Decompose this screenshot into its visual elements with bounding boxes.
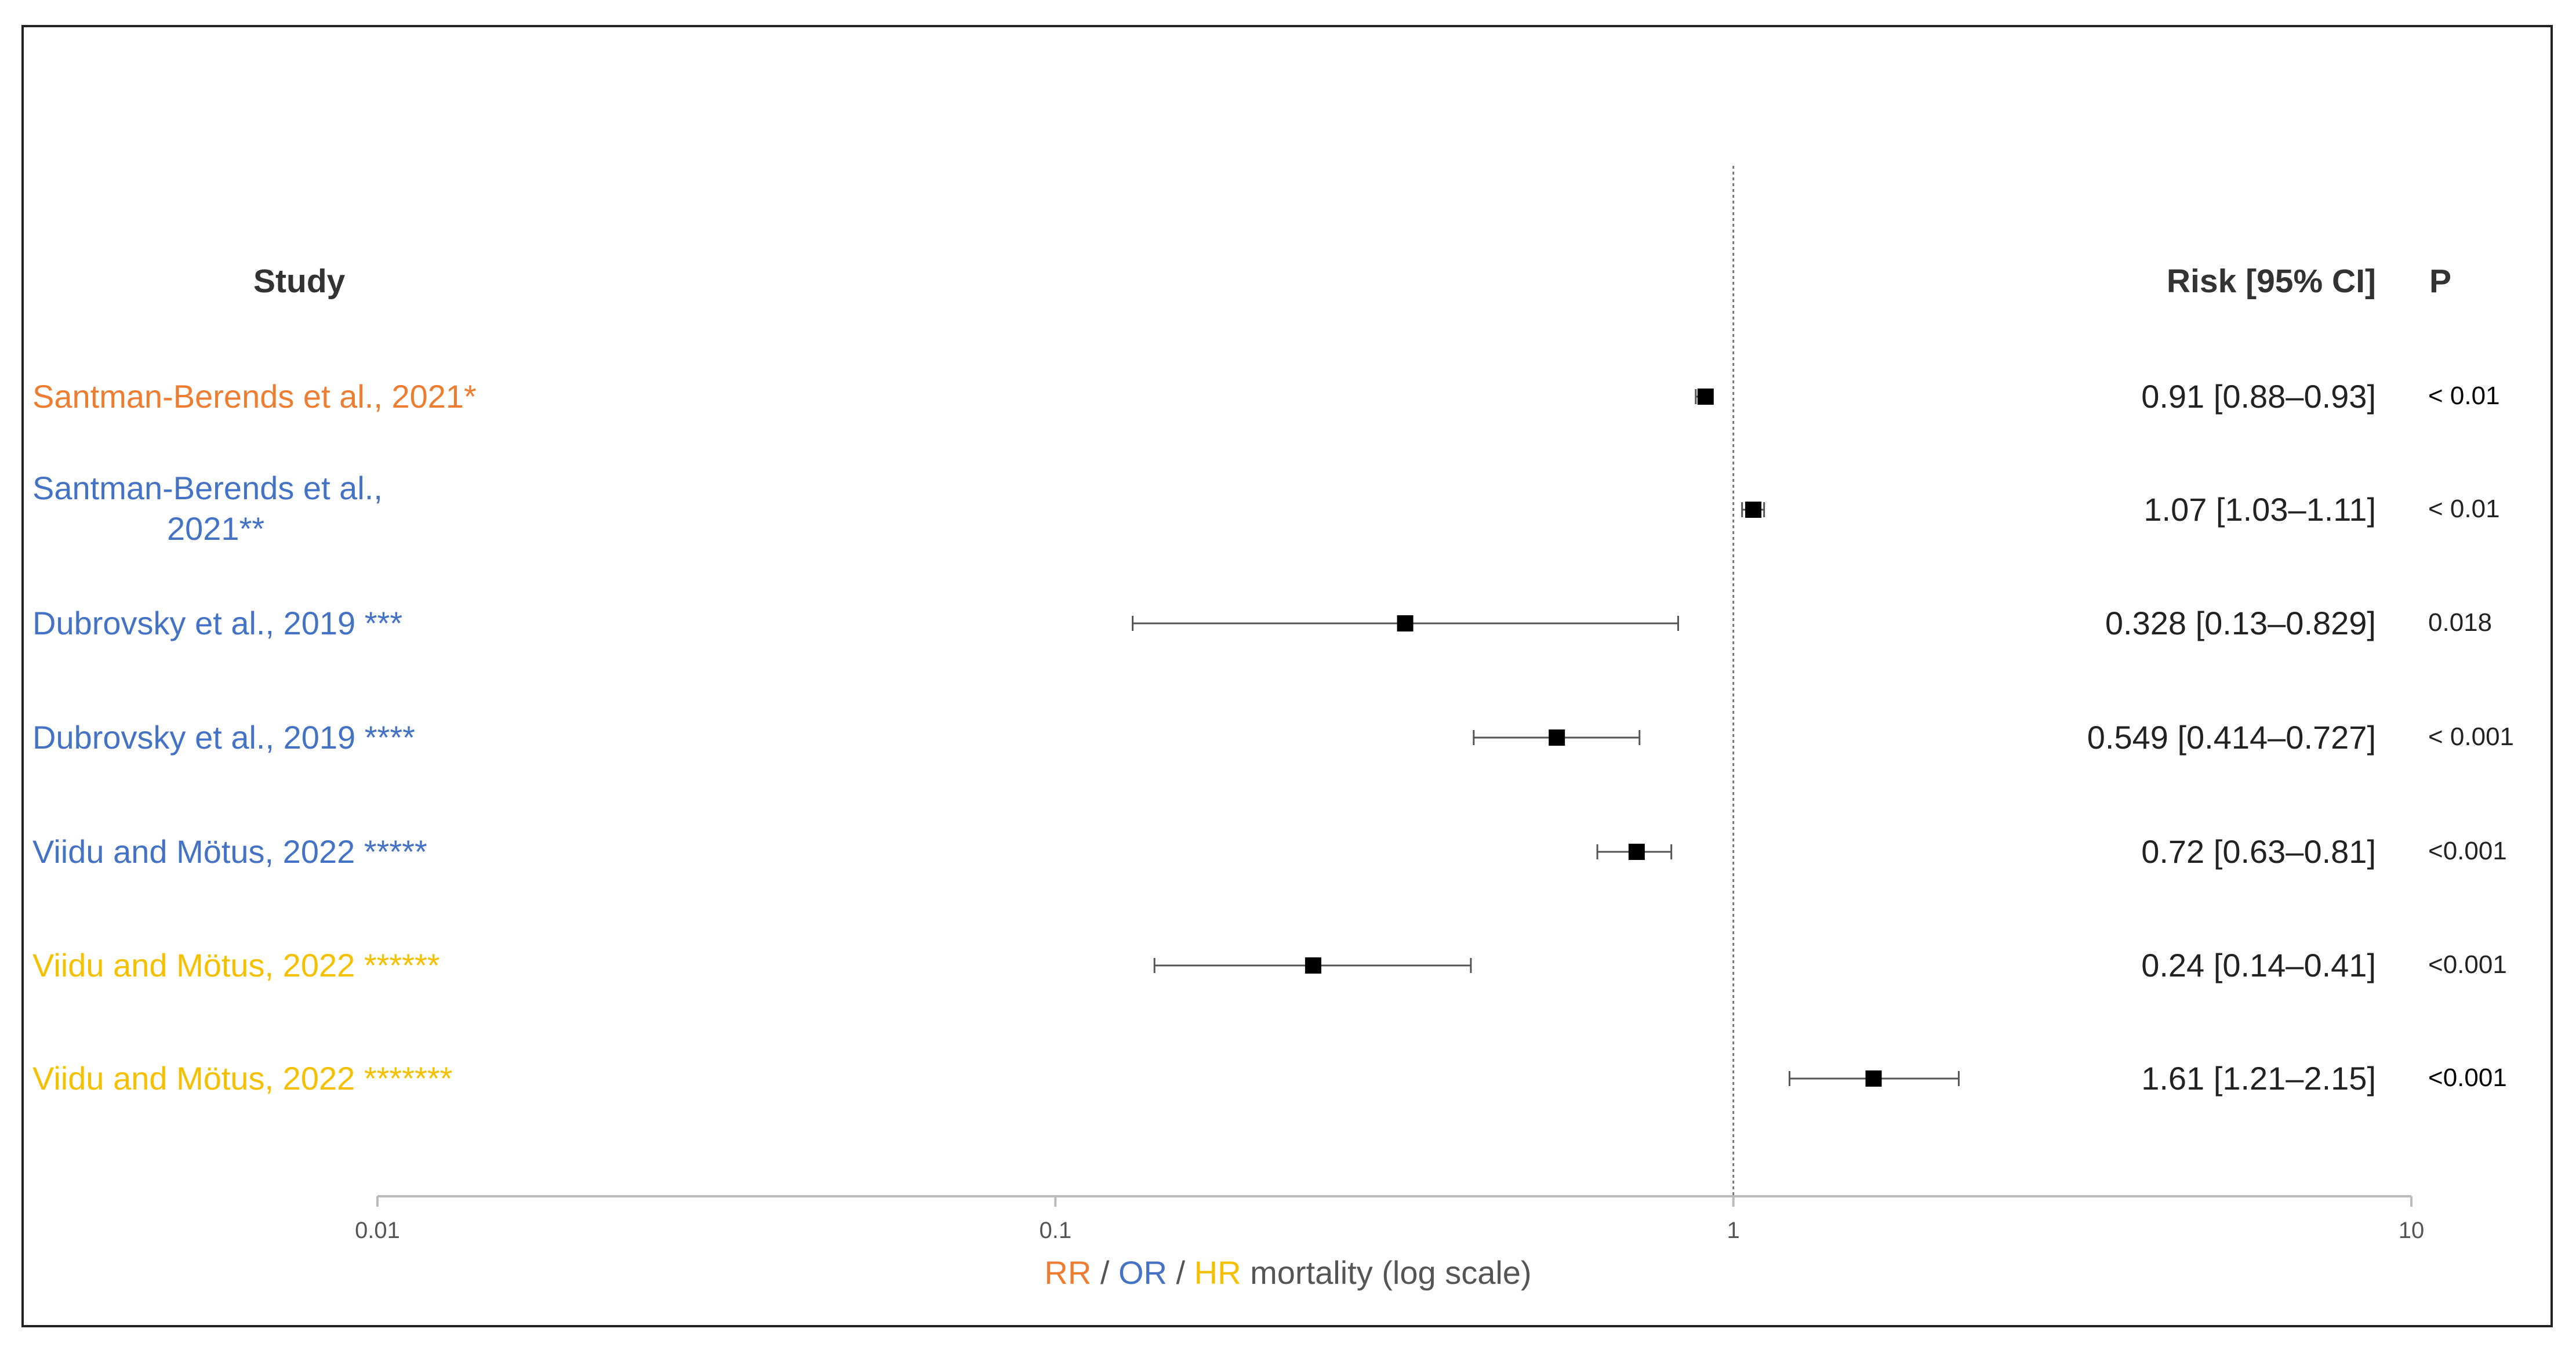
study-label-line: Dubrovsky et al., 2019 **** [32,719,415,756]
p-value: < 0.01 [2428,495,2500,523]
risk-value: 1.07 [1.03–1.11] [2143,491,2376,528]
study-column-header: Study [253,263,346,300]
x-axis-title-rr: RR [1044,1254,1092,1291]
p-value: < 0.001 [2428,723,2515,751]
study-label: Santman-Berends et al., 2021** [32,468,383,549]
x-tick-label: 0.1 [1040,1218,1072,1243]
point-estimate-marker [1697,389,1714,405]
risk-value: 0.24 [0.14–0.41] [2141,947,2376,983]
study-label-line: Santman-Berends et al., [32,470,383,506]
x-axis-title-or: OR [1118,1254,1167,1291]
x-axis-title: RR / OR / HR mortality (log scale) [0,1254,2576,1291]
study-label: Viidu and Mötus, 2022 ******* [32,1058,452,1099]
study-label: Dubrovsky et al., 2019 **** [32,717,415,758]
p-value: <0.001 [2428,950,2507,979]
risk-value: 0.328 [0.13–0.829] [2105,605,2376,641]
study-label: Viidu and Mötus, 2022 ***** [32,832,427,872]
study-label: Dubrovsky et al., 2019 *** [32,603,402,644]
point-estimate-marker [1628,844,1645,860]
point-estimate-marker [1549,729,1565,746]
point-estimate-marker [1397,615,1414,631]
x-tick-label: 10 [2399,1218,2425,1243]
x-axis-title-separator: / [1091,1254,1118,1291]
x-axis-title-text: mortality (log scale) [1241,1254,1532,1291]
risk-value: 0.549 [0.414–0.727] [2087,719,2376,756]
p-value: <0.001 [2428,1063,2507,1092]
study-label-line: Viidu and Mötus, 2022 ****** [32,947,440,983]
point-estimate-marker [1305,957,1321,974]
p-value: < 0.01 [2428,382,2500,410]
p-column-header: P [2429,263,2452,300]
study-label-line: Dubrovsky et al., 2019 *** [32,605,403,641]
x-tick-label: 0.01 [355,1218,400,1243]
chart-frame [21,25,2553,1327]
study-label: Santman-Berends et al., 2021* [32,376,477,417]
risk-column-header: Risk [95% CI] [2166,263,2376,300]
risk-value: 0.91 [0.88–0.93] [2141,378,2376,415]
x-axis-title-separator: / [1167,1254,1194,1291]
p-value: <0.001 [2428,837,2507,865]
point-estimate-marker [1745,502,1762,518]
x-tick-label: 1 [1727,1218,1740,1243]
x-axis: 0.01 0.1 1 10 [355,166,2424,1243]
study-label: Viidu and Mötus, 2022 ****** [32,945,440,986]
x-axis-title-hr: HR [1194,1254,1241,1291]
p-value: 0.018 [2428,608,2493,637]
study-label-line: Viidu and Mötus, 2022 ***** [32,833,427,870]
point-estimate-marker [1865,1070,1882,1087]
risk-value: 0.72 [0.63–0.81] [2141,833,2376,870]
forest-marks [1132,389,1960,1087]
study-label-line: 2021** [167,510,265,547]
study-label-line: Santman-Berends et al., 2021* [32,378,477,415]
study-label-line: Viidu and Mötus, 2022 ******* [32,1060,453,1097]
risk-value: 1.61 [1.21–2.15] [2141,1060,2376,1097]
